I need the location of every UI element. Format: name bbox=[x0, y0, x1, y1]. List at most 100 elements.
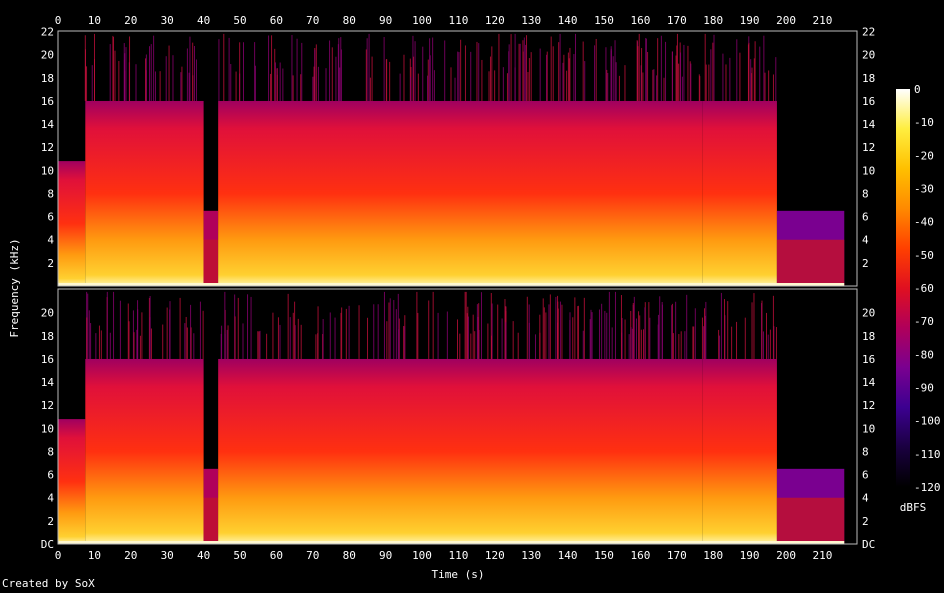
colorbar-tick-label: -30 bbox=[914, 183, 934, 196]
y-tick-label-right: 4 bbox=[862, 492, 869, 505]
x-tick-label: 50 bbox=[233, 549, 246, 562]
y-tick-label-right: 6 bbox=[862, 469, 869, 482]
colorbar-tick-label: -110 bbox=[914, 448, 941, 461]
x-tick-label-top: 60 bbox=[270, 14, 283, 27]
channel-1-spectrogram bbox=[58, 31, 857, 286]
colorbar-tick-label: 0 bbox=[914, 83, 921, 96]
x-tick-label: 20 bbox=[124, 549, 137, 562]
spectrum-segment bbox=[85, 100, 204, 286]
y-tick-label-right: 22 bbox=[862, 26, 875, 39]
y-tick-label-right: 10 bbox=[862, 164, 875, 177]
x-tick-label: 140 bbox=[558, 549, 578, 562]
y-tick-label-right: 12 bbox=[862, 141, 875, 154]
y-tick-label-right: 6 bbox=[862, 211, 869, 224]
x-tick-label-top: 100 bbox=[412, 14, 432, 27]
x-tick-label: 130 bbox=[521, 549, 541, 562]
spectrum-segment bbox=[85, 358, 204, 544]
y-tick-label: 6 bbox=[47, 211, 54, 224]
y-tick-label-right: 20 bbox=[862, 49, 875, 62]
y-tick-label-right: 14 bbox=[862, 118, 876, 131]
x-tick-label: 200 bbox=[776, 549, 796, 562]
x-tick-label: 190 bbox=[740, 549, 760, 562]
y-tick-label: 16 bbox=[41, 353, 54, 366]
colorbar bbox=[896, 89, 910, 487]
y-tick-label-right: 18 bbox=[862, 72, 875, 85]
x-tick-label-top: 180 bbox=[703, 14, 723, 27]
spectrum-segment bbox=[702, 358, 777, 544]
colorbar-tick-label: -90 bbox=[914, 382, 934, 395]
x-tick-label: 30 bbox=[161, 549, 174, 562]
x-tick-label-top: 50 bbox=[233, 14, 246, 27]
y-tick-label: 2 bbox=[47, 515, 54, 528]
x-tick-label: 180 bbox=[703, 549, 723, 562]
x-tick-label: 70 bbox=[306, 549, 319, 562]
y-tick-label: 20 bbox=[41, 49, 54, 62]
x-tick-label: 0 bbox=[55, 549, 62, 562]
colorbar-label: dBFS bbox=[900, 501, 927, 514]
colorbar-tick-label: -60 bbox=[914, 282, 934, 295]
y-tick-label-right: 2 bbox=[862, 515, 869, 528]
y-tick-label-right: 4 bbox=[862, 234, 869, 247]
x-tick-label-top: 160 bbox=[630, 14, 650, 27]
spectrum-segment bbox=[702, 100, 777, 286]
x-tick-label-top: 0 bbox=[55, 14, 62, 27]
spectrum-low-band bbox=[776, 239, 845, 286]
colorbar-tick-label: -50 bbox=[914, 249, 934, 262]
colorbar-tick-label: -20 bbox=[914, 149, 934, 162]
x-tick-label: 160 bbox=[630, 549, 650, 562]
colorbar-tick-label: -70 bbox=[914, 315, 934, 328]
y-axis-label: Frequency (kHz) bbox=[8, 238, 21, 337]
y-tick-label: 22 bbox=[41, 26, 54, 39]
x-tick-label: 40 bbox=[197, 549, 210, 562]
x-tick-label: 100 bbox=[412, 549, 432, 562]
y-tick-label: 12 bbox=[41, 399, 54, 412]
spectrum-segment bbox=[58, 419, 86, 544]
dc-band bbox=[58, 283, 845, 286]
y-tick-label: 4 bbox=[47, 234, 54, 247]
x-axis-label: Time (s) bbox=[432, 568, 485, 581]
y-tick-label-right: 16 bbox=[862, 95, 875, 108]
y-tick-label-right: 20 bbox=[862, 307, 875, 320]
spectrum-segment bbox=[218, 358, 703, 544]
colorbar-tick-label: -10 bbox=[914, 116, 934, 129]
dc-band bbox=[58, 541, 845, 544]
x-tick-label-top: 210 bbox=[812, 14, 832, 27]
spectrum-low-band bbox=[203, 497, 219, 544]
y-tick-label-right: 12 bbox=[862, 399, 875, 412]
x-tick-label-top: 190 bbox=[740, 14, 760, 27]
y-tick-label: 18 bbox=[41, 72, 54, 85]
x-tick-label-top: 30 bbox=[161, 14, 174, 27]
channel-2-spectrogram bbox=[58, 289, 857, 544]
colorbar-ticks: 0 -10 -20 -30 -40 -50 -60 -70 -80 -90 -100 -110 -120 bbox=[914, 83, 941, 494]
y-tick-label: 8 bbox=[47, 187, 54, 200]
plot-frame bbox=[57, 30, 858, 287]
y-tick-label: 16 bbox=[41, 95, 54, 108]
x-tick-label-top: 150 bbox=[594, 14, 614, 27]
y-tick-label-right: 10 bbox=[862, 422, 875, 435]
x-tick-label-top: 40 bbox=[197, 14, 210, 27]
colorbar-tick-label: -120 bbox=[914, 481, 941, 494]
y-tick-label: 18 bbox=[41, 330, 54, 343]
x-tick-label-top: 10 bbox=[88, 14, 101, 27]
y-tick-label-right: 16 bbox=[862, 353, 875, 366]
y-tick-label-right: 18 bbox=[862, 330, 875, 343]
spectrum-low-band bbox=[203, 239, 219, 286]
x-tick-label-top: 20 bbox=[124, 14, 137, 27]
spectrum-low-band bbox=[776, 497, 845, 544]
y-tick-label: 2 bbox=[47, 257, 54, 270]
y-tick-label-right: 2 bbox=[862, 257, 869, 270]
y-tick-label-right: 8 bbox=[862, 445, 869, 458]
y-tick-label-right: 8 bbox=[862, 187, 869, 200]
spectrum-segment bbox=[218, 100, 703, 286]
plot-frame bbox=[57, 288, 858, 545]
x-tick-label-top: 170 bbox=[667, 14, 687, 27]
y-tick-label: 20 bbox=[41, 307, 54, 320]
x-tick-label: 90 bbox=[379, 549, 392, 562]
y-tick-label: DC bbox=[41, 538, 54, 551]
y-tick-label: 8 bbox=[47, 445, 54, 458]
x-tick-label-top: 110 bbox=[448, 14, 468, 27]
colorbar-tick-label: -40 bbox=[914, 216, 934, 229]
y-tick-label: 6 bbox=[47, 469, 54, 482]
